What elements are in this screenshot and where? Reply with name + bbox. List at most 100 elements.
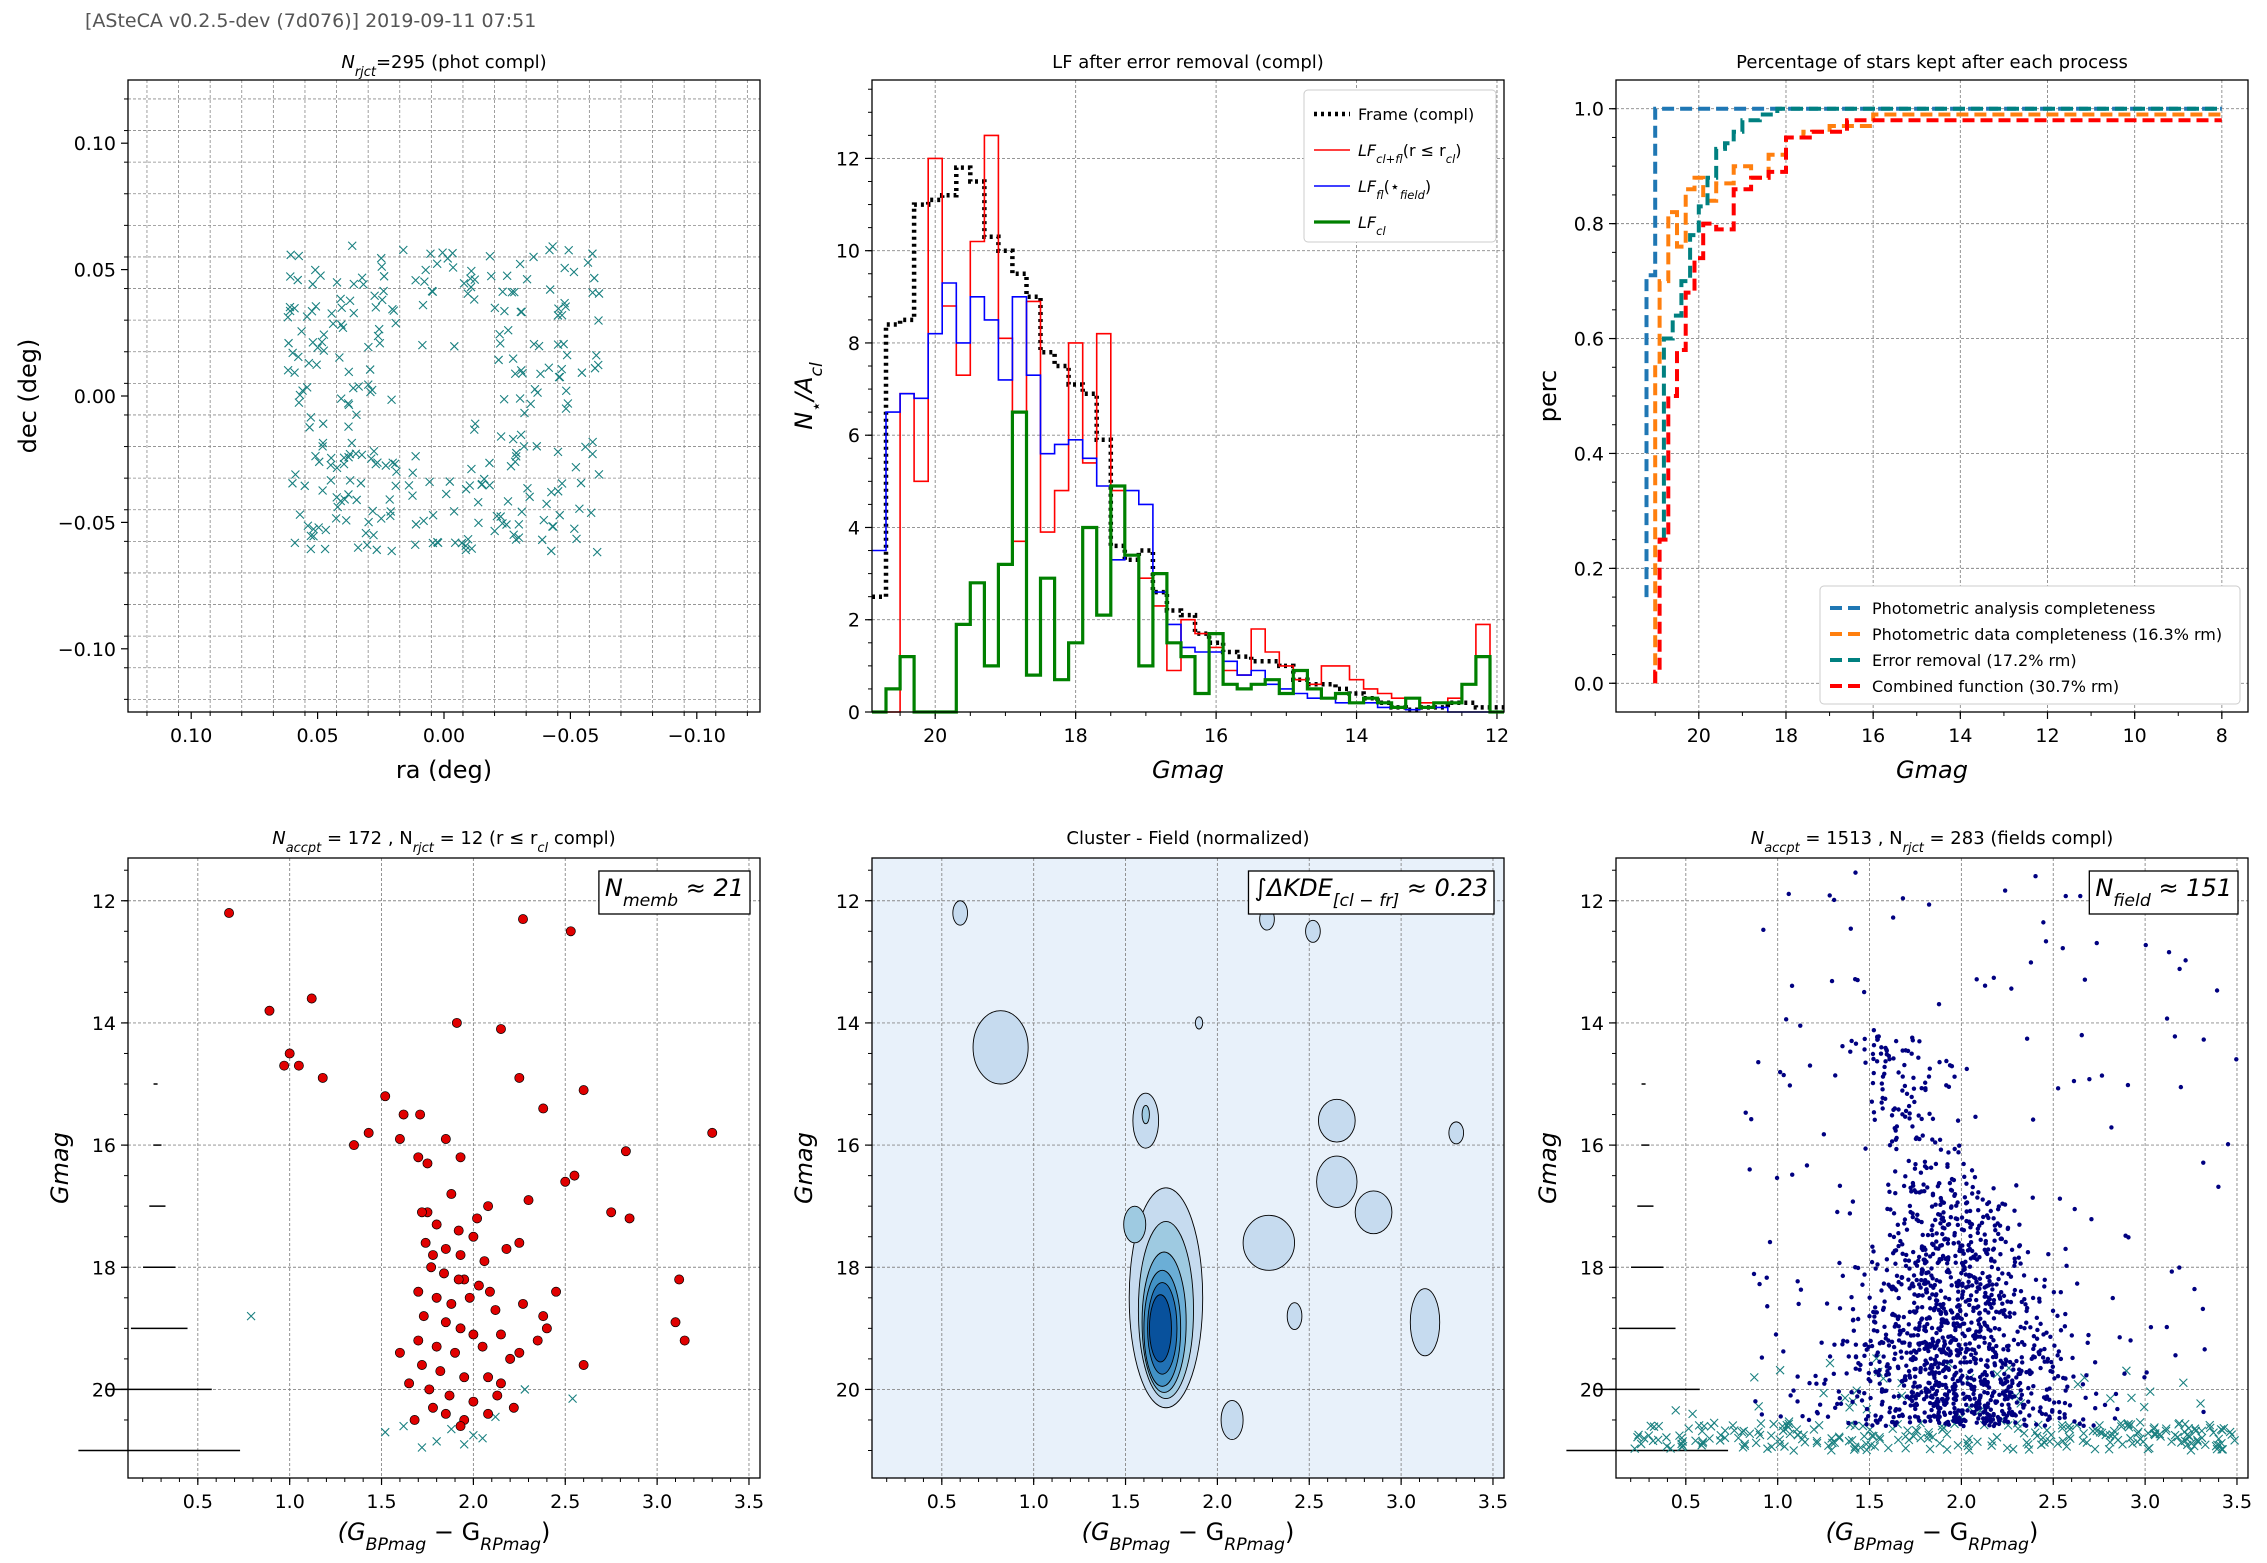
kde-contour-level-1 [1194,1016,1204,1030]
member-point [446,1298,457,1309]
radec-point [318,486,328,495]
field-point [1949,1283,1954,1288]
field-rejected-point [1845,1402,1854,1412]
field-point [1891,1107,1896,1112]
field-point [1906,1277,1911,1282]
field-point [1897,1328,1903,1334]
field-point [1822,1381,1827,1386]
radec-point [311,451,320,461]
field-point [1988,1417,1993,1422]
radec-point [508,434,518,444]
field-point [1887,1284,1893,1289]
field-point [2018,1289,2024,1294]
field-rejected-point [2205,1423,2215,1433]
field-point [1936,1361,1942,1366]
kde-contour-level-1 [972,1010,1029,1085]
field-point [2142,1375,2147,1380]
field-point [1982,1232,1987,1237]
field-point [1886,1343,1892,1348]
radec-point [591,351,601,360]
field-point [2085,1340,2090,1346]
field-point [1951,1316,1956,1321]
field-point [1937,1137,1943,1143]
field-point [1974,1420,1979,1425]
field-point [1972,1174,1978,1180]
field-point [1914,1309,1919,1314]
comp-frame [1615,79,2249,713]
field-point [1935,1382,1941,1388]
radec-point [514,533,524,543]
field-point [1853,1342,1859,1347]
comp-xtick-label: 14 [1948,725,1972,747]
field-point [1922,1410,1927,1415]
radec-xtick-label: 0.05 [296,725,338,747]
field-point [2002,1380,2008,1386]
member-point [707,1127,718,1138]
lf-legend: Frame (compl)LFcl+fl(r ≤ rcl)LFfl(⋆field… [1303,89,1497,243]
field-rejected-point [2036,1440,2046,1450]
field-point [2084,1373,2089,1378]
cmd-field-xtick-label: 0.5 [1671,1491,1701,1513]
field-point [1789,983,1795,989]
field-point [1941,1210,1946,1215]
field-point [2019,1355,2024,1360]
field-point [2049,1359,2054,1365]
radec-point [351,449,361,459]
radec-point [516,365,526,375]
field-point [1967,1327,1972,1332]
field-point [1814,1381,1819,1386]
radec-point [548,522,558,531]
field-point [1990,1287,1995,1292]
field-point [1968,1256,1974,1261]
field-point [1929,1325,1935,1331]
field-point [1903,1174,1908,1179]
field-point [1906,1368,1912,1374]
field-rejected-point [2116,1418,2126,1428]
field-rejected-point [2057,1423,2067,1433]
field-rejected-point [2182,1430,2192,1440]
field-rejected-point [1769,1419,1779,1429]
member-point [505,1353,516,1364]
field-rejected-point [1678,1441,1688,1451]
field-point [1924,1165,1929,1171]
field-point [1848,1049,1853,1054]
field-point [1963,1342,1968,1347]
field-point [1915,1415,1921,1420]
field-point [1967,1302,1972,1308]
field-rejected-point [1924,1430,1934,1440]
field-point [1887,1378,1892,1383]
field-point [1914,1401,1919,1406]
field-point [2177,1265,2182,1270]
field-point [2094,940,2099,946]
field-rejected-point [1784,1419,1794,1429]
field-point [2078,893,2083,899]
field-rejected-point [1763,1444,1772,1454]
field-point [2234,1057,2239,1062]
member-point [431,1292,442,1303]
field-point [1906,1322,1912,1327]
field-point [1978,1334,1983,1339]
member-point [455,1421,466,1432]
radec-point [304,358,314,368]
field-point [1905,1048,1911,1054]
field-point [1985,1401,1991,1406]
field-point [1873,1320,1878,1325]
field-point [2001,1347,2006,1352]
radec-point [293,352,303,362]
field-point [1995,1266,2001,1272]
field-rejected-point [1897,1391,1907,1401]
radec-point [391,318,401,328]
field-point [1919,1267,1925,1272]
field-rejected-point [2045,1436,2055,1446]
member-point [477,1341,488,1352]
field-point [1961,1263,1966,1268]
field-point [1922,1278,1928,1283]
field-point [1998,1252,2003,1257]
field-point [1927,1111,1932,1117]
radec-point [467,464,476,474]
field-point [1955,1297,1961,1302]
field-point [1982,1421,1987,1426]
member-point [508,1402,519,1413]
field-rejected-point [1634,1430,1643,1440]
